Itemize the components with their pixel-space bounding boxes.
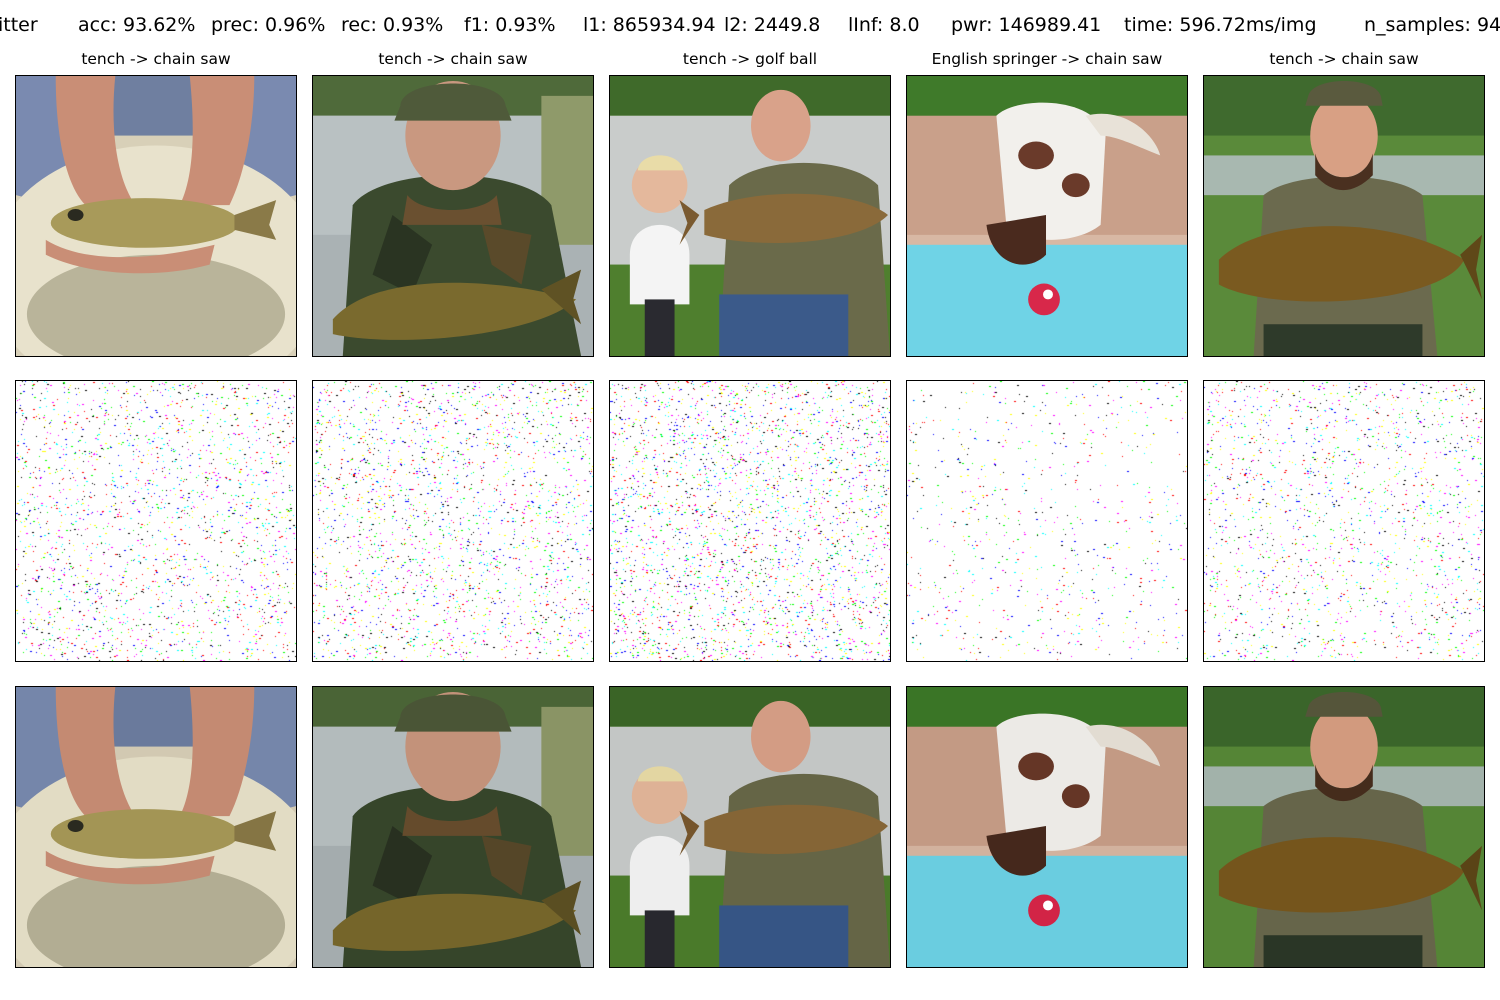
f1-metric: f1: 0.93% [464, 14, 556, 36]
adversarial-image-1 [15, 686, 297, 968]
original-image-3 [609, 75, 891, 357]
adversarial-image-5 [1203, 686, 1485, 968]
column-title-4: English springer -> chain saw [931, 50, 1163, 68]
l2-metric: l2: 2449.8 [724, 14, 821, 36]
precision-metric: prec: 0.96% [211, 14, 326, 36]
l1-metric: l1: 865934.94 [583, 14, 716, 36]
accuracy-metric: acc: 93.62% [78, 14, 196, 36]
linf-metric: lInf: 8.0 [848, 14, 920, 36]
column-title-3: tench -> golf ball [682, 50, 818, 68]
adversarial-image-3 [609, 686, 891, 968]
perturbation-image-3 [609, 380, 891, 662]
perturbation-image-5 [1203, 380, 1485, 662]
time-metric: time: 596.72ms/img [1124, 14, 1317, 36]
recall-metric: rec: 0.93% [341, 14, 444, 36]
n-samples-metric: n_samples: 94 [1364, 14, 1500, 36]
power-metric: pwr: 146989.41 [951, 14, 1102, 36]
original-image-5 [1203, 75, 1485, 357]
column-title-1: tench -> chain saw [81, 50, 231, 68]
adversarial-image-4 [906, 686, 1188, 968]
original-image-2 [312, 75, 594, 357]
perturbation-image-1 [15, 380, 297, 662]
metrics-header: itter acc: 93.62% prec: 0.96% rec: 0.93%… [0, 14, 1500, 44]
perturbation-image-2 [312, 380, 594, 662]
perturbation-image-4 [906, 380, 1188, 662]
column-title-2: tench -> chain saw [378, 50, 528, 68]
original-image-1 [15, 75, 297, 357]
attack-name: itter [0, 14, 38, 36]
original-image-4 [906, 75, 1188, 357]
adversarial-image-2 [312, 686, 594, 968]
column-title-5: tench -> chain saw [1269, 50, 1419, 68]
